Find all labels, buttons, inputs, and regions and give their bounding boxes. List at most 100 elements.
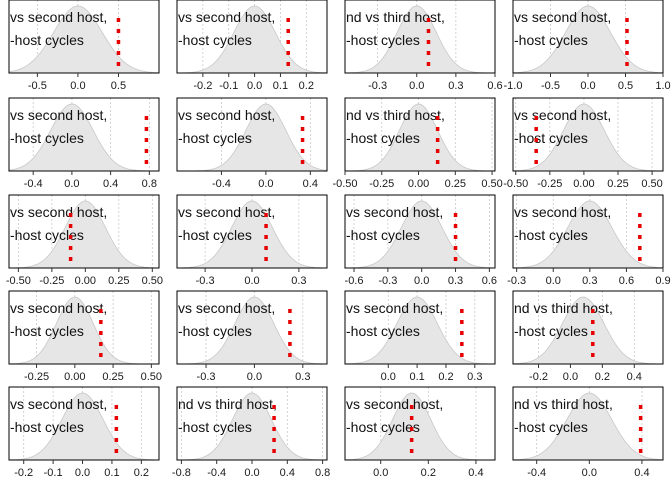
density-area (177, 392, 327, 460)
density-panel: vs second host, -host cycles -0.6 -0.3 0.0 0.… (344, 194, 497, 287)
x-tick-label: -0.3 (378, 275, 397, 287)
panel-label-line2: -host cycles (10, 323, 84, 339)
x-tick-label: 0.8 (142, 178, 157, 190)
density-area (513, 103, 663, 171)
x-tick-label: 0.9 (655, 275, 670, 287)
panel-frame (344, 290, 496, 365)
panel-label-line1: vs second host, (346, 396, 443, 412)
panel-label-line2: -host cycles (346, 32, 420, 48)
panel-label-line1: vs second host, (178, 300, 275, 316)
x-tick-label: 0.2 (595, 371, 610, 383)
panel-label-line2: -host cycles (178, 130, 252, 146)
x-tick-label: 0.0 (381, 371, 396, 383)
x-tick-label: -0.2 (529, 371, 548, 383)
panel-label-line2: -host cycles (514, 419, 588, 435)
x-tick-label: 0.4 (634, 467, 649, 479)
panel-frame (512, 194, 664, 269)
panel-label-line1: nd vs third host, (346, 9, 445, 25)
x-tick-label: -0.4 (24, 178, 43, 190)
density-panel: vs second host, -host cycles 0.0 0.2 0.4 (344, 386, 496, 479)
x-tick-label: -0.3 (507, 275, 526, 287)
x-tick-label: 0.00 (75, 275, 96, 287)
x-tick-label: -0.4 (527, 467, 546, 479)
panel-label-line1: vs second host, (178, 204, 275, 220)
x-tick-label: 0.0 (580, 80, 595, 92)
x-tick-label: 0.0 (75, 467, 90, 479)
x-tick-label: 0.0 (258, 178, 273, 190)
x-tick-label: 0.3 (582, 275, 597, 287)
panel-label-line2: -host cycles (514, 323, 588, 339)
x-tick-label: 0.0 (70, 80, 85, 92)
panel-label-line2: -host cycles (178, 227, 252, 243)
panel-label-line1: vs second host, (346, 204, 443, 220)
density-panel: nd vs third host, -host cycles -0.2 0.0 0.2 0… (512, 290, 664, 383)
panel-label-line2: -host cycles (514, 130, 588, 146)
panel-label-line2: -host cycles (346, 130, 420, 146)
x-tick-label: 0.4 (103, 178, 118, 190)
density-area (9, 5, 159, 73)
x-tick-label: 0.3 (467, 371, 482, 383)
x-tick-label: -0.1 (44, 467, 63, 479)
panel-label-line2: -host cycles (346, 419, 420, 435)
panel-label-line2: -host cycles (514, 227, 588, 243)
x-tick-label: 0.00 (64, 371, 85, 383)
x-tick-label: 0.0 (64, 178, 79, 190)
panel-label-line1: vs second host, (514, 204, 611, 220)
x-tick-label: 0.25 (445, 178, 466, 190)
x-tick-label: -0.1 (219, 80, 238, 92)
density-area (345, 5, 495, 73)
panel-label-line1: vs second host, (514, 9, 611, 25)
x-tick-label: 0.0 (414, 275, 429, 287)
x-tick-label: -0.4 (212, 178, 231, 190)
density-panel: vs second host, -host cycles -0.2 -0.1 0.0 0.… (176, 0, 328, 92)
x-tick-label: 0.0 (373, 467, 388, 479)
panel-frame (344, 0, 496, 74)
panel-label-line1: vs second host, (346, 300, 443, 316)
panel-label-line2: -host cycles (514, 32, 588, 48)
x-tick-label: 0.4 (627, 371, 642, 383)
x-tick-label: 1.0 (655, 80, 670, 92)
density-area (513, 200, 663, 268)
x-tick-label: -0.5 (541, 80, 560, 92)
x-tick-label: -0.3 (368, 80, 387, 92)
panel-label-line2: -host cycles (178, 32, 252, 48)
x-tick-label: -0.50 (6, 275, 31, 287)
x-tick-label: 0.2 (438, 371, 453, 383)
x-tick-label: -0.2 (193, 80, 212, 92)
x-tick-label: 0.0 (244, 275, 259, 287)
density-area (345, 200, 495, 268)
x-tick-label: 0.25 (102, 371, 123, 383)
panel-label-line1: vs second host, (10, 396, 107, 412)
panel-label-line2: -host cycles (178, 323, 252, 339)
x-tick-label: 0.25 (108, 275, 129, 287)
x-tick-label: -0.8 (172, 467, 191, 479)
density-panel: vs second host, -host cycles 0.0 0.1 0.2 0.3 (344, 290, 496, 383)
panel-frame (8, 0, 160, 74)
x-tick-label: 0.6 (619, 275, 634, 287)
density-area (177, 5, 327, 73)
x-tick-label: 0.0 (563, 371, 578, 383)
panel-frame (176, 97, 328, 172)
x-tick-label: 0.0 (546, 275, 561, 287)
x-tick-label: -0.25 (369, 178, 394, 190)
panel-frame (344, 386, 496, 461)
panel-label-line2: -host cycles (10, 32, 84, 48)
x-tick-label: 0.0 (247, 371, 262, 383)
x-tick-label: 0.4 (468, 467, 483, 479)
panel-label-line2: -host cycles (10, 130, 84, 146)
density-area (9, 200, 159, 268)
panel-label-line2: -host cycles (10, 419, 84, 435)
x-tick-label: 0.3 (291, 275, 306, 287)
x-tick-label: 0.5 (618, 80, 633, 92)
density-panel: vs second host, -host cycles -0.25 0.00 0.25… (8, 290, 162, 383)
density-panel: vs second host, -host cycles -0.50 -0.25 0.0… (503, 97, 664, 190)
x-tick-label: 0.1 (273, 80, 288, 92)
density-area (177, 296, 327, 364)
x-tick-label: -0.25 (24, 371, 49, 383)
density-area (513, 392, 663, 460)
density-panel: vs second host, -host cycles -0.4 0.0 0.4 0.8 (8, 97, 160, 190)
panel-label-line1: vs second host, (178, 9, 275, 25)
density-area (9, 103, 159, 171)
panel-label-line2: -host cycles (178, 419, 252, 435)
